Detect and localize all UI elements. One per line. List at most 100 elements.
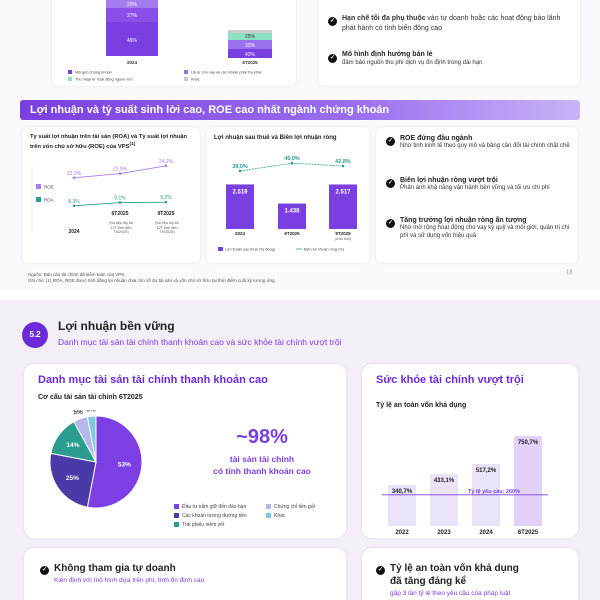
legend-swatch	[174, 504, 179, 510]
roe-value-label: 22,2%	[67, 171, 82, 177]
pie-slice	[86, 415, 97, 463]
profit-xlabel-2: 6T2025	[284, 231, 300, 236]
slide-page-1: 20% 27% 49% 25% 32% 42% 2024 6T2025 Môi …	[0, 0, 600, 290]
car-bar	[388, 485, 416, 526]
legend-swatch-capital	[68, 77, 72, 81]
stack2-seg-cap	[228, 30, 272, 33]
pie-slice	[86, 415, 143, 509]
stack2-label-bottom: 42%	[245, 52, 256, 58]
legend-item: Trái phiếu niêm yết	[174, 522, 224, 528]
check-icon: ✓	[376, 566, 385, 575]
stack2-label-top: 25%	[245, 34, 256, 40]
legend-swatch-roa	[36, 197, 41, 202]
profit-bar	[278, 203, 306, 229]
margin-point	[238, 169, 242, 173]
car-bar-label: 750,7%	[518, 440, 539, 446]
legend-swatch-lending	[184, 70, 188, 74]
stack1-seg-top	[106, 0, 158, 8]
legend-capital: Thu nhập từ hoạt động nguồn vốn	[75, 78, 132, 82]
roe-value-label: 24,2%	[159, 159, 174, 165]
highlight-title: Hạn chế tối đa phụ thuộc	[342, 15, 426, 22]
pie-title: Cơ cấu tài sản tài chính 6T2025	[38, 394, 143, 401]
profit-bar-chart: 2.519 1.438 2.517 39,0% 45,0% 42,8% 2024 6T20…	[218, 156, 357, 252]
page-title: Lợi nhuận bền vững	[58, 319, 175, 333]
margin-value-label: 39,0%	[232, 164, 248, 170]
highlight-title: Biên lợi nhuận ròng vượt trội	[400, 177, 498, 184]
profit-bar-label: 2.517	[335, 189, 351, 195]
highlight-text: Nhờ mở rộng hoạt động cho vay ký quỹ và …	[400, 225, 570, 239]
highlight-title: ROE đứng đầu ngành	[400, 135, 473, 142]
car-bar-label: 517,2%	[476, 468, 497, 474]
roa-value-label: 9,1%	[114, 196, 126, 202]
legend-label: Khác	[274, 513, 286, 519]
highlights-card: ✓ ROE đứng đầu ngành Nhờ tinh kinh tế th…	[376, 127, 578, 263]
legend-other: Khác	[191, 78, 200, 82]
roe-value-label: 22,9%	[113, 167, 128, 173]
bottom-right-title: Tỷ lệ an toàn vốn khả dụng	[390, 563, 519, 574]
bottom-left-title: Không tham gia tự doanh	[54, 563, 176, 574]
roa-point	[164, 200, 168, 204]
car-xlabel: 6T2025	[518, 530, 539, 536]
threshold-label: Tỷ lệ yêu cầu: 260%	[468, 489, 520, 495]
stack1-label-top: 20%	[127, 2, 138, 8]
revenue-structure-card: 20% 27% 49% 25% 32% 42% 2024 6T2025 Môi …	[52, 0, 296, 86]
legend-roa: ROA	[44, 198, 54, 203]
roe-xlabel-2: 6T2025	[112, 211, 129, 217]
roa-roe-title-sup: (1)	[129, 141, 136, 147]
bottom-right-title-2: đã tăng đáng kể	[390, 576, 467, 587]
liquidity-big-number: ~98%	[236, 426, 288, 448]
profit-bars: 2.519 1.438 2.517 39,0% 45,0% 42,8%	[226, 156, 357, 229]
legend-label: Đầu tư nắm giữ đến đáo hạn	[182, 504, 247, 510]
legend-swatch	[174, 513, 179, 519]
pie-slices: 53% 25% 14% 5%3%	[49, 410, 143, 509]
liquidity-caption-1: tài sản tài chính	[229, 454, 295, 464]
banner-title: Lợi nhuận và tỷ suất sinh lời cao, ROE c…	[30, 104, 390, 116]
roa-roe-title-text: Tỷ suất lợi nhuận trên tài sản (ROA) và …	[30, 134, 188, 150]
pie-slice-label: 25%	[66, 475, 79, 482]
legend-swatch-other	[184, 77, 188, 81]
legend-swatch	[266, 504, 271, 510]
legend-lending: Lãi từ cho vay và các khoản phải thu khá…	[191, 71, 262, 75]
car-xlabel: 2022	[395, 530, 409, 536]
bottom-right-text: gấp 3 lần tỷ lệ theo yêu cầu của pháp lu…	[390, 590, 511, 597]
car-bars: 340,7% 2022 433,1% 2023 517,2% 2024 750,7% 6T20…	[382, 435, 548, 536]
check-icon: ✓	[328, 17, 337, 26]
legend-label: Trái phiếu niêm yết	[182, 522, 225, 528]
profit-bar	[329, 184, 357, 229]
stack1-seg-bottom	[106, 22, 158, 56]
section-banner: Lợi nhuận và tỷ suất sinh lời cao, ROE c…	[20, 100, 580, 120]
stack1-label-mid: 27%	[127, 13, 138, 19]
no-proprietary-card: ✓ Không tham gia tự doanh Kiên định với …	[24, 548, 346, 600]
pie-slice-label: 53%	[118, 462, 131, 469]
legend-item: Các khoản tương đương tiền	[174, 513, 247, 519]
car-growth-card: ✓ Tỷ lệ an toàn vốn khả dụng đã tăng đán…	[362, 548, 578, 600]
legend-label: Các khoản tương đương tiền	[182, 513, 247, 519]
legend-swatch-roe	[36, 184, 41, 189]
pie-slice-label: 14%	[66, 442, 79, 449]
highlight-title: Mô hình định hướng bán lẻ	[342, 51, 433, 58]
stack2-label-mid: 32%	[245, 43, 256, 49]
roa-point	[118, 201, 122, 204]
margin-point	[290, 161, 294, 165]
check-icon: ✓	[40, 566, 49, 575]
stack1-xlabel: 2024	[127, 60, 138, 65]
legend-swatch	[266, 513, 271, 519]
liquidity-caption-2: có tính thanh khoản cao	[213, 466, 311, 476]
capital-chart-title: Tỷ lệ an toàn vốn khả dụng	[376, 402, 467, 409]
legend-profit: Lợi nhuận sau thuế (Tỷ đồng)	[225, 248, 276, 252]
profit-bar-label: 1.438	[284, 209, 300, 215]
margin-point	[341, 164, 345, 168]
roe-point	[164, 164, 168, 168]
asset-pie-chart: 53% 25% 14% 5%3%	[49, 410, 143, 509]
legend-margin: Biên lợi nhuận ròng (%)	[304, 248, 345, 252]
liquidity-card: Danh mục tài sản tài chính thanh khoản c…	[24, 364, 346, 538]
margin-value-label: 42,8%	[335, 159, 351, 165]
legend-item: Khác	[266, 513, 285, 519]
legend-label: Chứng chỉ tiền gửi	[274, 504, 316, 510]
car-xlabel: 2023	[437, 530, 451, 536]
roa-value-label: 9,2%	[160, 195, 172, 201]
capital-card: Sức khỏe tài chính vượt trội Tỷ lệ an to…	[362, 364, 578, 538]
legend-item: Chứng chỉ tiền gửi	[266, 504, 315, 510]
profit-xnote: (ước tính)	[335, 237, 351, 241]
check-icon: ✓	[386, 179, 395, 188]
